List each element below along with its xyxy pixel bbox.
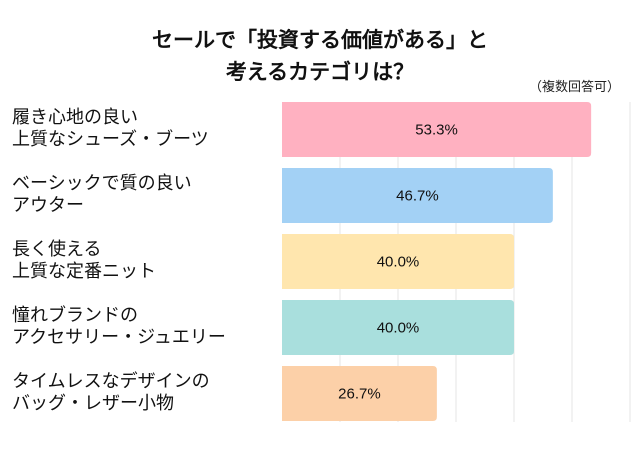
- data-label: 46.7%: [396, 188, 439, 205]
- data-label: 26.7%: [338, 386, 381, 403]
- bar: [282, 168, 553, 223]
- category-label-line: アクセサリー・ジュエリー: [12, 327, 226, 348]
- category-label-line: ベーシックで質の良い: [12, 173, 192, 194]
- category-label-line: バッグ・レザー小物: [12, 393, 174, 414]
- category-label-line: 上質なシューズ・ブーツ: [12, 129, 209, 150]
- chart-title: セールで「投資する価値がある」と 考えるカテゴリは？: [0, 24, 640, 88]
- category-label: ベーシックで質の良い アウター: [12, 173, 192, 217]
- category-label: 履き心地の良い 上質なシューズ・ブーツ: [12, 107, 209, 151]
- category-label-line: タイムレスなデザインの: [12, 371, 210, 392]
- multiple-answers-note: （複数回答可）: [528, 80, 620, 95]
- data-label: 40.0%: [377, 320, 420, 337]
- category-label-line: 履き心地の良い: [12, 107, 138, 128]
- category-label-line: 長く使える: [12, 239, 102, 260]
- category-label: 憧れブランドの アクセサリー・ジュエリー: [12, 305, 226, 349]
- data-label: 40.0%: [377, 254, 420, 271]
- bar: [282, 366, 437, 421]
- bar: [282, 234, 514, 289]
- chart-title-line-2: 考えるカテゴリは？: [225, 60, 415, 84]
- chart-title-line-1: セールで「投資する価値がある」と: [152, 28, 488, 52]
- category-label: 長く使える 上質な定番ニット: [12, 239, 156, 283]
- data-label: 53.3%: [415, 122, 458, 139]
- category-label: タイムレスなデザインの バッグ・レザー小物: [12, 371, 210, 415]
- bar: [282, 300, 514, 355]
- bar: [282, 102, 592, 157]
- category-label-line: 上質な定番ニット: [12, 261, 156, 282]
- category-label-line: アウター: [12, 195, 84, 216]
- category-label-line: 憧れブランドの: [12, 305, 138, 326]
